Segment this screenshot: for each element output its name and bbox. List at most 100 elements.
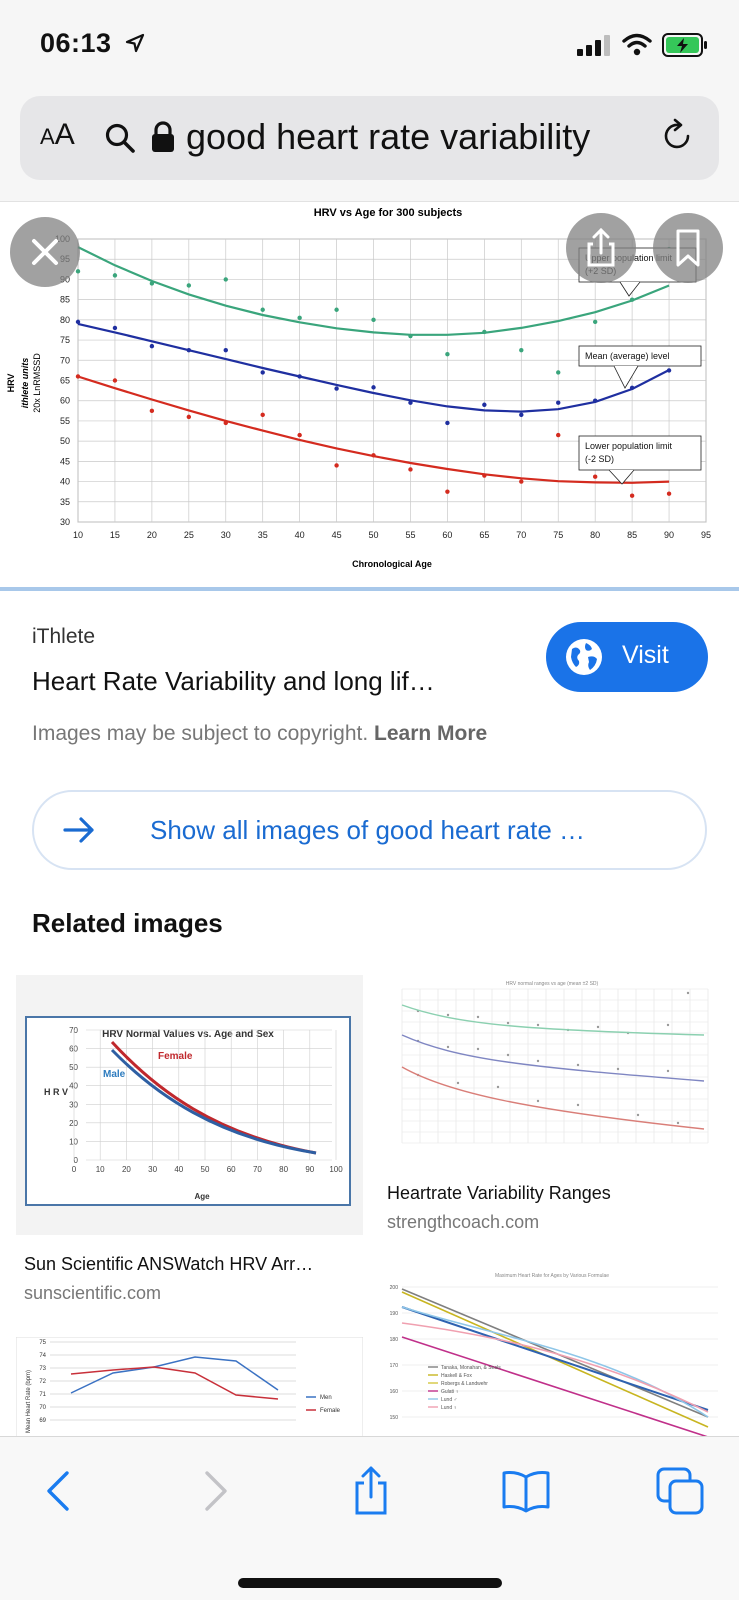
annotation-text: Mean (average) level — [585, 351, 670, 361]
data-point — [112, 325, 118, 331]
thumb-tick-label: 200 — [390, 1285, 399, 1291]
data-point — [446, 1013, 450, 1017]
related-image-thumb[interactable]: Maximum Heart Rate for Ages by Various F… — [378, 1267, 725, 1437]
thumb-tick-label: 80 — [279, 1165, 288, 1174]
wifi-icon — [622, 33, 652, 56]
thumb-tick-label: 30 — [148, 1165, 157, 1174]
x-tick-label: 10 — [73, 530, 83, 540]
thumb-tick-label: 70 — [253, 1165, 262, 1174]
battery-charging-icon — [662, 33, 707, 57]
legend-label: Lund ♀ — [441, 1405, 457, 1411]
thumb-tick-label: 10 — [96, 1165, 105, 1174]
x-tick-label: 20 — [147, 530, 157, 540]
related-image-thumb[interactable]: HRV Normal Values vs. Age and Sex 70 60 50… — [16, 975, 363, 1235]
thumb-tick-label: 170 — [390, 1363, 399, 1369]
data-point — [371, 385, 376, 390]
data-point — [445, 420, 450, 426]
show-all-images-button[interactable]: Show all images of good heart rate … — [32, 790, 707, 870]
thumb-tick-label: 90 — [305, 1165, 314, 1174]
data-point — [476, 1015, 480, 1019]
data-point — [676, 1121, 680, 1125]
data-point — [223, 277, 228, 282]
data-point — [297, 315, 302, 321]
x-tick-label: 45 — [332, 530, 342, 540]
data-point — [506, 1053, 510, 1057]
x-tick-label: 30 — [221, 530, 231, 540]
legend-label: Haskell & Fox — [441, 1373, 472, 1379]
data-point — [519, 479, 524, 484]
reload-icon[interactable] — [660, 118, 696, 156]
thumb-tick-label: 0 — [74, 1156, 79, 1165]
thumb-tick-label: 70 — [39, 1405, 46, 1411]
data-point — [482, 473, 487, 478]
data-point — [506, 1021, 510, 1025]
thumb-tick-label: 73 — [39, 1366, 46, 1372]
annotation-text: (-2 SD) — [585, 454, 614, 464]
x-axis-label: Chronological Age — [352, 559, 432, 569]
related-image-thumb[interactable]: HRV normal ranges vs age (mean ±2 SD) — [378, 975, 725, 1185]
x-tick-label: 60 — [442, 530, 452, 540]
data-point — [476, 1047, 480, 1051]
bookmarks-icon[interactable] — [500, 1465, 552, 1517]
image-viewer[interactable]: HRV vs Age for 300 subjects 10 15 20 25 30 35 4… — [0, 203, 739, 589]
related-image-title[interactable]: Sun Scientific ANSWatch HRV Arr… — [24, 1254, 314, 1274]
arrow-right-icon — [63, 817, 94, 843]
x-tick-label: 85 — [627, 530, 637, 540]
related-images-heading: Related images — [32, 908, 223, 938]
x-tick-label: 35 — [258, 530, 268, 540]
share-icon[interactable] — [345, 1465, 397, 1517]
x-tick-label: 55 — [405, 530, 415, 540]
chart-title: HRV vs Age for 300 subjects — [314, 207, 463, 219]
visit-button[interactable]: Visit — [546, 622, 708, 692]
viewer-share-button[interactable] — [566, 213, 636, 283]
image-title[interactable]: Heart Rate Variability and long lif… — [32, 666, 435, 696]
globe-icon — [566, 639, 602, 675]
related-image-domain: strengthcoach.com — [387, 1212, 540, 1232]
related-image-thumb[interactable]: 75 74 73 72 71 70 69 Men Female Mean Heart Rat… — [16, 1337, 363, 1437]
annotation-callout: Lower population limit (-2 SD) — [578, 435, 702, 485]
thumb-tick-label: 50 — [201, 1165, 210, 1174]
tabs-icon[interactable] — [654, 1465, 706, 1517]
thumb-tick-label: 0 — [72, 1165, 77, 1174]
location-arrow-icon — [125, 33, 145, 53]
data-point — [629, 493, 635, 498]
y-axis-label: ithlete units — [20, 358, 30, 409]
home-indicator — [238, 1578, 502, 1588]
thumb-tick-label: 160 — [390, 1389, 399, 1395]
related-image-title[interactable]: Heartrate Variability Ranges — [387, 1183, 611, 1203]
data-point — [592, 474, 598, 479]
legend-label: Tanaka, Monahan, & Seals — [441, 1365, 501, 1371]
data-point — [445, 352, 450, 357]
data-point — [592, 319, 598, 325]
data-point — [371, 317, 376, 323]
annotation-callout: Mean (average) level — [578, 345, 702, 389]
close-button[interactable] — [10, 217, 80, 287]
y-tick-label: 75 — [60, 335, 70, 345]
data-point — [334, 386, 339, 391]
viewer-bookmark-button[interactable] — [653, 213, 723, 283]
thumb-tick-label: 20 — [122, 1165, 131, 1174]
search-icon — [105, 123, 135, 153]
data-point — [75, 374, 81, 379]
data-point — [149, 408, 155, 414]
svg-text:Mean Heart Rate (bpm): Mean Heart Rate (bpm) — [26, 1370, 32, 1433]
data-point — [576, 1063, 580, 1067]
data-point — [75, 319, 81, 325]
data-point — [576, 1103, 580, 1107]
back-icon[interactable] — [34, 1465, 86, 1517]
address-bar[interactable]: AA good heart rate variability — [20, 96, 719, 180]
forward-icon[interactable] — [188, 1465, 240, 1517]
data-point — [149, 343, 155, 349]
text-size-button[interactable]: AA — [40, 118, 75, 151]
learn-more-link[interactable]: Learn More — [374, 722, 488, 745]
x-tick-label: 15 — [110, 530, 120, 540]
svg-text:Female: Female — [158, 1051, 193, 1062]
svg-text:Men: Men — [320, 1395, 332, 1401]
data-point — [616, 1067, 620, 1071]
data-point — [408, 400, 413, 405]
svg-text:Male: Male — [103, 1069, 126, 1080]
data-point — [636, 1113, 640, 1117]
heart-rate-chart-thumb: 75 74 73 72 71 70 69 Men Female Mean Heart Rat… — [16, 1337, 363, 1437]
svg-text:HRV normal ranges vs age (mean: HRV normal ranges vs age (mean ±2 SD) — [506, 981, 599, 987]
x-tick-label: 25 — [184, 530, 194, 540]
